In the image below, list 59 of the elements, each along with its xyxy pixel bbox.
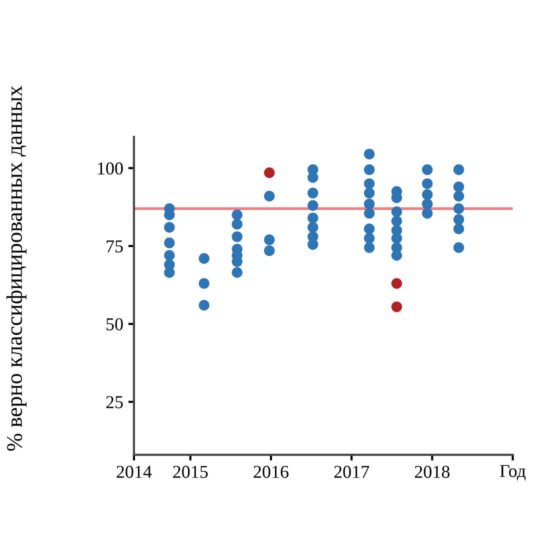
point	[308, 222, 318, 233]
point	[308, 172, 318, 183]
x-tick-label: 2018	[414, 466, 450, 478]
point	[232, 231, 242, 242]
point	[453, 214, 464, 225]
point	[198, 253, 210, 264]
point	[453, 203, 464, 214]
x-tick-label: 2014	[116, 466, 152, 478]
point	[391, 232, 402, 244]
y-tick-label: 50	[106, 318, 123, 330]
point	[422, 164, 433, 176]
point	[198, 278, 210, 289]
x-tick-label: 2017	[334, 466, 370, 478]
point	[232, 218, 242, 230]
point	[308, 200, 318, 211]
point	[308, 239, 318, 250]
point	[422, 189, 433, 200]
y-axis-title: % верно классифицированных данных	[6, 86, 27, 451]
point	[364, 208, 375, 219]
point	[422, 208, 433, 219]
point	[232, 267, 242, 278]
y-tick-label: 25	[106, 396, 123, 408]
x-axis-title: Год	[500, 465, 526, 480]
point	[391, 278, 402, 289]
point	[453, 224, 464, 234]
point	[164, 222, 175, 233]
point	[453, 242, 464, 253]
point	[364, 242, 375, 253]
point	[264, 190, 275, 202]
point	[232, 210, 242, 220]
point	[364, 232, 375, 244]
point	[264, 245, 275, 256]
point	[364, 224, 375, 234]
point	[308, 212, 318, 224]
y-tick-label: 100	[98, 162, 123, 175]
point	[164, 267, 175, 278]
point	[364, 148, 375, 160]
point	[453, 190, 464, 202]
point	[308, 188, 318, 198]
point	[164, 238, 175, 248]
point	[264, 167, 275, 178]
point	[391, 216, 402, 226]
x-tick-label: 2016	[254, 466, 288, 478]
point	[422, 198, 433, 210]
point	[364, 178, 375, 190]
point	[364, 188, 375, 198]
point	[391, 206, 402, 218]
point	[391, 250, 402, 261]
point	[164, 250, 175, 261]
point	[364, 198, 375, 210]
point	[364, 164, 375, 176]
x-tick-label: 2015	[173, 466, 208, 478]
point	[422, 178, 433, 190]
point	[453, 164, 464, 176]
point	[391, 301, 402, 312]
point	[264, 234, 275, 246]
point	[453, 181, 464, 192]
y-tick-label: 75	[106, 240, 123, 252]
point	[198, 300, 210, 311]
